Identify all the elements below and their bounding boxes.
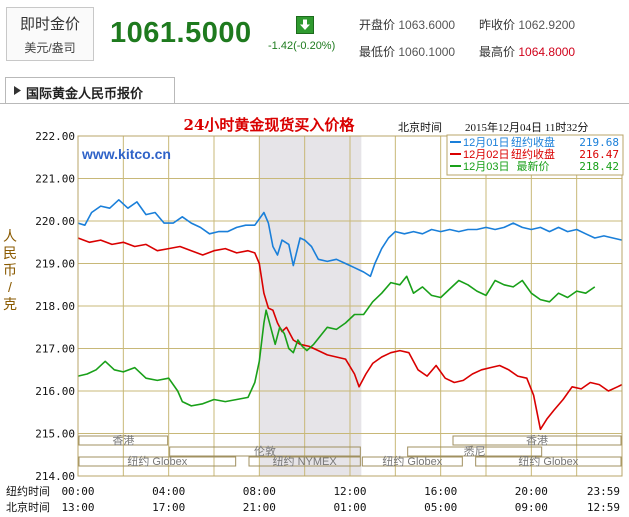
session-bar <box>78 456 237 467</box>
session-label: 纽约 Globex <box>127 454 187 468</box>
x-tick-ny: 20:00 <box>515 485 548 498</box>
tab-label: 国际黄金人民币报价 <box>26 86 144 101</box>
series-line <box>77 199 623 278</box>
time-zone-label: 北京时间 <box>398 120 442 134</box>
session-bar <box>248 456 361 467</box>
x-tick-ny: 00:00 <box>61 485 94 498</box>
y-tick-label: 217.00 <box>35 343 75 356</box>
y-tick-label: 218.00 <box>35 300 75 313</box>
legend-value: 219.68 <box>579 136 619 149</box>
session-bar <box>407 446 543 457</box>
watermark-text: www.kitco.cn <box>81 146 171 162</box>
plot-frame <box>77 135 623 477</box>
prev-close-field: 昨收价 1062.9200 <box>479 16 575 33</box>
session-label: 香港 <box>112 434 134 447</box>
low-price-field: 最低价 1060.1000 <box>359 43 455 60</box>
session-bar <box>475 456 622 467</box>
high-price-label: 最高价 <box>479 45 516 59</box>
series-line <box>77 275 596 407</box>
prev-close-value: 1062.9200 <box>518 18 576 32</box>
session-label: 纽约 Globex <box>518 454 578 468</box>
y-label-char: 人 <box>3 228 17 244</box>
x-tick-ny: 23:59 <box>587 485 620 498</box>
x-tick-bj: 21:00 <box>243 501 276 514</box>
high-price-value: 1064.8000 <box>518 45 576 59</box>
price-unit: 美元/盎司 <box>24 41 76 55</box>
x-row-ny-label: 纽约时间 <box>6 484 50 498</box>
legend-label: 纽约收盘 <box>511 135 555 149</box>
chart-axes: 222.00 221.00 220.00 219.00 218.00 217.00 216.… <box>35 130 623 483</box>
x-tick-ny: 04:00 <box>152 485 185 498</box>
current-price: 1061.5000 <box>110 17 252 49</box>
session-label: 纽约 NYMEX <box>273 454 338 468</box>
x-tick-bj: 01:00 <box>333 501 366 514</box>
chart-timestamp: 2015年12月04日 11时32分 <box>465 120 588 134</box>
instrument-name-box: 即时金价 美元/盎司 <box>6 7 94 61</box>
open-price-value: 1063.6000 <box>398 18 456 32</box>
low-price-value: 1060.1000 <box>398 45 456 59</box>
gold-quote-header: 即时金价 美元/盎司 1061.5000 -1.42(-0.20%) 开盘价 1… <box>0 0 629 64</box>
x-tick-bj: 17:00 <box>152 501 185 514</box>
legend-label: 纽约收盘 <box>511 147 555 161</box>
chart-title: 24小时黄金现货买入价格 <box>184 116 356 134</box>
y-tick-label: 216.00 <box>35 385 75 398</box>
low-price-label: 最低价 <box>359 45 396 59</box>
session-bar <box>452 435 622 446</box>
session-bar <box>361 456 463 467</box>
y-tick-label: 220.00 <box>35 215 75 228</box>
x-tick-bj: 05:00 <box>424 501 457 514</box>
price-change: -1.42(-0.20%) <box>268 40 336 52</box>
tab-baseline <box>0 103 629 104</box>
session-label: 悉尼 <box>464 445 486 458</box>
session-bar <box>78 435 169 446</box>
tab-marker-icon <box>14 86 21 95</box>
session-label: 纽约 Globex <box>382 454 442 468</box>
x-tick-ny: 08:00 <box>243 485 276 498</box>
down-arrow-icon <box>296 16 314 34</box>
chart-legend: 12月01日 纽约收盘 219.68 12月02日 纽约收盘 216.47 12月03日 最新… <box>446 134 624 176</box>
x-tick-ny: 16:00 <box>424 485 457 498</box>
x-tick-bj: 12:59 <box>587 501 620 514</box>
session-label: 香港 <box>526 434 548 447</box>
high-price-field: 最高价 1064.8000 <box>479 43 575 60</box>
session-label: 伦敦 <box>254 444 276 458</box>
prev-close-label: 昨收价 <box>479 18 516 32</box>
x-row-bj-label: 北京时间 <box>6 500 50 514</box>
series-line <box>77 237 623 431</box>
chart-grid <box>77 135 623 477</box>
legend-value: 218.42 <box>579 160 619 173</box>
tab-gold-rmb-quote[interactable]: 国际黄金人民币报价 <box>5 77 175 103</box>
legend-label: 最新价 <box>517 159 550 173</box>
y-label-char: 民 <box>3 245 17 261</box>
y-tick-label: 221.00 <box>35 173 75 186</box>
session-bar <box>169 446 361 457</box>
y-axis-label: 人民币/克 <box>3 228 17 312</box>
x-tick-ny: 12:00 <box>333 485 366 498</box>
y-tick-label: 219.00 <box>35 258 75 271</box>
y-label-char: 克 <box>3 296 17 312</box>
y-tick-label: 215.00 <box>35 428 75 441</box>
legend-date: 12月01日 <box>463 137 509 149</box>
legend-box <box>446 134 624 176</box>
y-label-char: 币 <box>3 262 17 278</box>
y-label-char: / <box>8 279 12 295</box>
x-tick-labels: 00:00 04:00 08:00 12:00 16:00 20:00 23:59 13:00… <box>61 485 620 514</box>
legend-value: 216.47 <box>579 148 619 161</box>
y-tick-label: 214.00 <box>35 470 75 483</box>
x-tick-bj: 13:00 <box>61 501 94 514</box>
open-price-label: 开盘价 <box>359 18 396 32</box>
x-tick-bj: 09:00 <box>515 501 548 514</box>
y-tick-label: 222.00 <box>35 130 75 143</box>
legend-date: 12月02日 <box>463 149 509 161</box>
chart-series <box>77 199 623 431</box>
legend-date: 12月03日 <box>463 161 509 173</box>
instrument-name: 即时金价 <box>19 16 80 33</box>
open-price-field: 开盘价 1063.6000 <box>359 16 455 33</box>
